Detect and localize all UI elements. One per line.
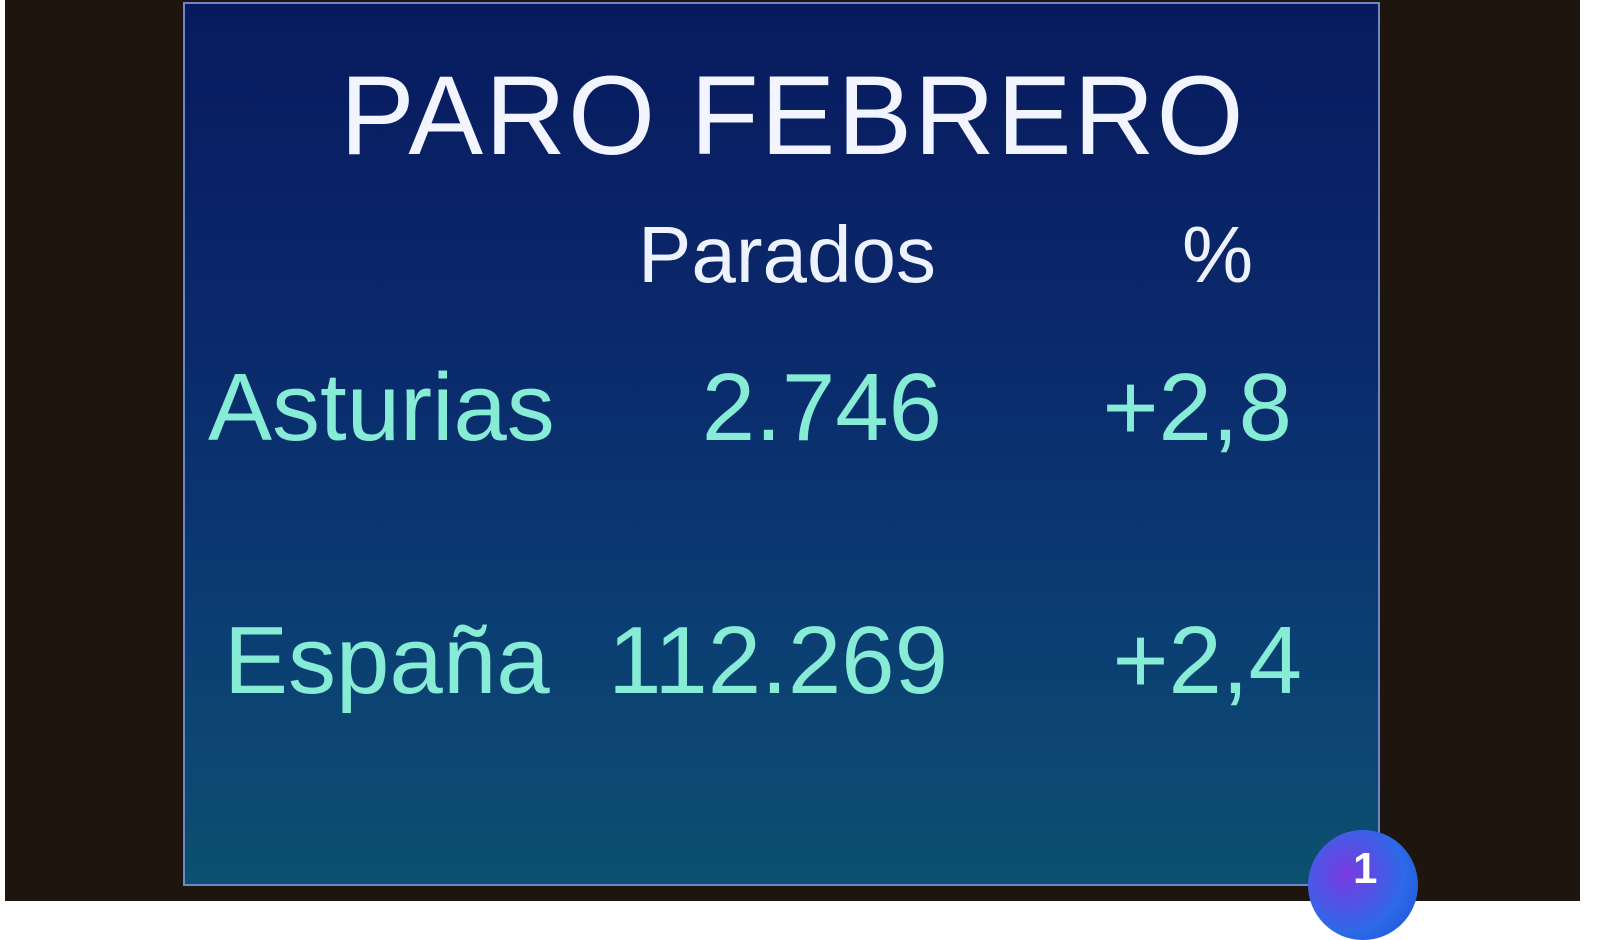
panel-title: PARO FEBRERO [340, 53, 1246, 178]
row-percent-espana: +2,4 [1112, 607, 1302, 714]
row-parados-espana: 112.269 [608, 607, 948, 714]
header-parados: Parados [638, 210, 936, 299]
channel-logo-text: 1 [1353, 844, 1378, 893]
row-region-espana: España [224, 607, 550, 714]
row-region-asturias: Asturias [208, 354, 555, 461]
row-percent-asturias: +2,8 [1102, 354, 1292, 461]
channel-logo: 1 [1308, 830, 1418, 940]
row-parados-asturias: 2.746 [701, 354, 942, 461]
info-panel [183, 2, 1380, 886]
header-percent: % [1182, 210, 1254, 299]
